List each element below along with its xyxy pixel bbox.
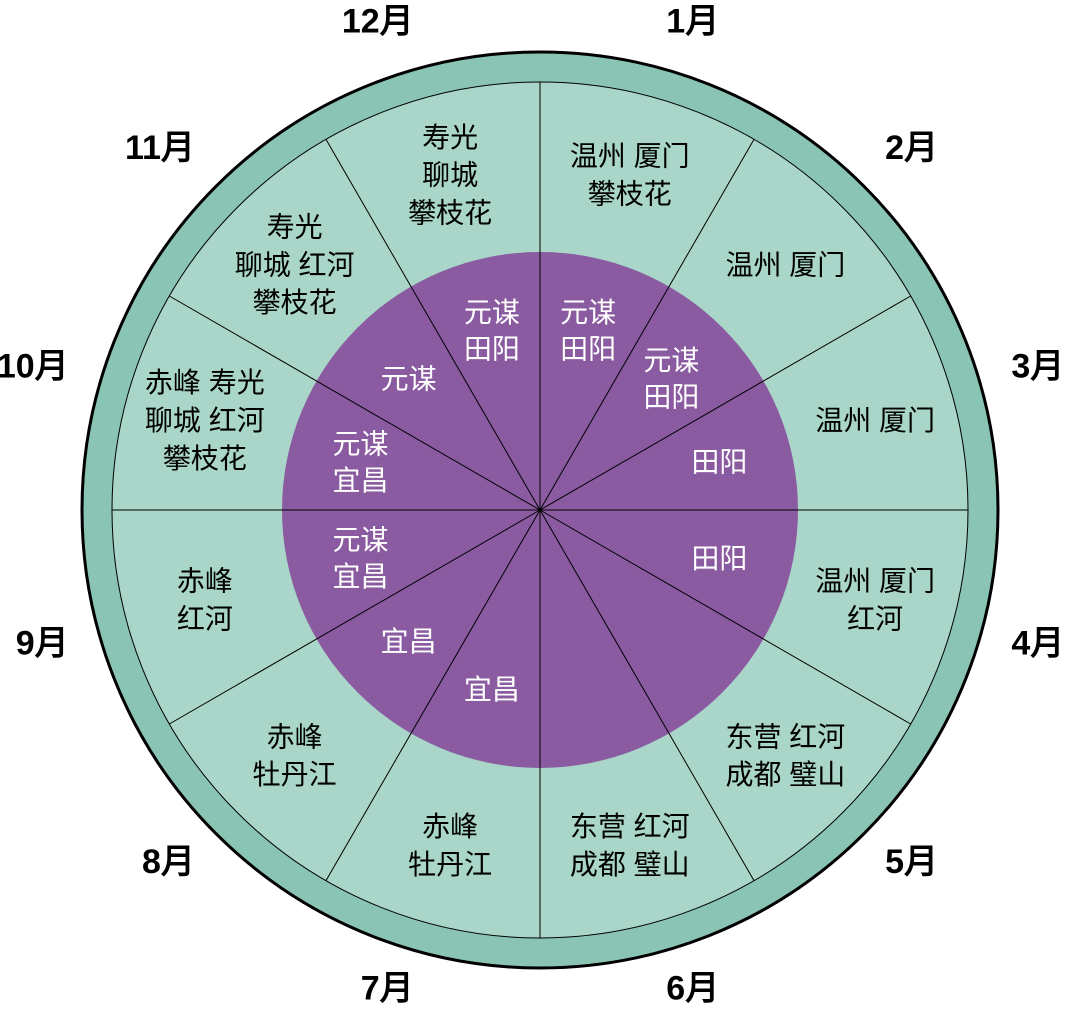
- outer-text-line: 东营 红河: [725, 721, 845, 752]
- outer-text-line: 赤峰: [267, 721, 323, 752]
- month-label: 6月: [666, 969, 719, 1007]
- outer-text-line: 温州 厦门: [725, 249, 845, 280]
- month-label: 1月: [666, 3, 719, 41]
- inner-text-line: 元谋: [464, 297, 520, 328]
- month-label: 5月: [885, 843, 938, 881]
- outer-text-line: 寿光: [267, 212, 323, 243]
- outer-text-line: 红河: [177, 604, 233, 635]
- inner-text-line: 田阳: [643, 382, 699, 413]
- outer-text-line: 赤峰: [177, 566, 233, 597]
- outer-text-line: 寿光: [422, 122, 478, 153]
- inner-sector-text: 田阳: [691, 447, 747, 478]
- inner-text-line: 元谋: [560, 297, 616, 328]
- outer-sector-text: 赤峰 寿光聊城 红河攀枝花: [145, 367, 265, 474]
- inner-text-line: 田阳: [691, 543, 747, 574]
- inner-text-line: 元谋: [333, 525, 389, 556]
- inner-sector-text: 元谋: [381, 363, 437, 394]
- outer-text-line: 温州 厦门: [815, 566, 935, 597]
- inner-text-line: 田阳: [691, 447, 747, 478]
- inner-text-line: 田阳: [560, 334, 616, 365]
- month-label: 10月: [0, 348, 69, 386]
- outer-text-line: 聊城 红河: [145, 405, 265, 436]
- outer-text-line: 成都 璧山: [725, 759, 845, 790]
- outer-sector-text: 温州 厦门: [815, 405, 935, 436]
- outer-text-line: 成都 璧山: [570, 849, 690, 880]
- inner-text-line: 元谋: [643, 345, 699, 376]
- outer-text-line: 红河: [847, 604, 903, 635]
- outer-text-line: 温州 厦门: [815, 405, 935, 436]
- outer-text-line: 聊城 红河: [235, 249, 355, 280]
- outer-text-line: 聊城: [422, 160, 478, 191]
- outer-text-line: 攀枝花: [163, 443, 247, 474]
- outer-text-line: 牡丹江: [253, 759, 337, 790]
- outer-text-line: 攀枝花: [253, 287, 337, 318]
- month-label: 11月: [125, 129, 195, 167]
- radial-chart-svg: 1月2月3月4月5月6月7月8月9月10月11月12月温州 厦门攀枝花温州 厦门…: [0, 0, 1080, 1019]
- radial-chart-container: 1月2月3月4月5月6月7月8月9月10月11月12月温州 厦门攀枝花温州 厦门…: [0, 0, 1080, 1019]
- inner-text-line: 元谋: [333, 429, 389, 460]
- inner-sector-text: 宜昌: [464, 674, 520, 705]
- inner-text-line: 宜昌: [333, 465, 389, 496]
- inner-sector-text: 宜昌: [381, 626, 437, 657]
- month-label: 7月: [361, 969, 414, 1007]
- month-label: 9月: [16, 624, 69, 662]
- inner-text-line: 宜昌: [381, 626, 437, 657]
- inner-sector-text: 田阳: [691, 543, 747, 574]
- month-label: 12月: [342, 3, 414, 41]
- inner-text-line: 宜昌: [464, 674, 520, 705]
- month-label: 4月: [1011, 624, 1064, 662]
- month-label: 8月: [142, 843, 195, 881]
- outer-text-line: 赤峰: [422, 811, 478, 842]
- inner-text-line: 宜昌: [333, 561, 389, 592]
- month-label: 3月: [1011, 348, 1064, 386]
- outer-sector-text: 温州 厦门: [725, 249, 845, 280]
- inner-text-line: 田阳: [464, 334, 520, 365]
- outer-text-line: 攀枝花: [408, 197, 492, 228]
- outer-text-line: 攀枝花: [588, 179, 672, 210]
- outer-text-line: 赤峰 寿光: [145, 367, 265, 398]
- inner-text-line: 元谋: [381, 363, 437, 394]
- outer-text-line: 温州 厦门: [570, 141, 690, 172]
- outer-text-line: 东营 红河: [570, 811, 690, 842]
- outer-text-line: 牡丹江: [408, 849, 492, 880]
- month-label: 2月: [885, 129, 938, 167]
